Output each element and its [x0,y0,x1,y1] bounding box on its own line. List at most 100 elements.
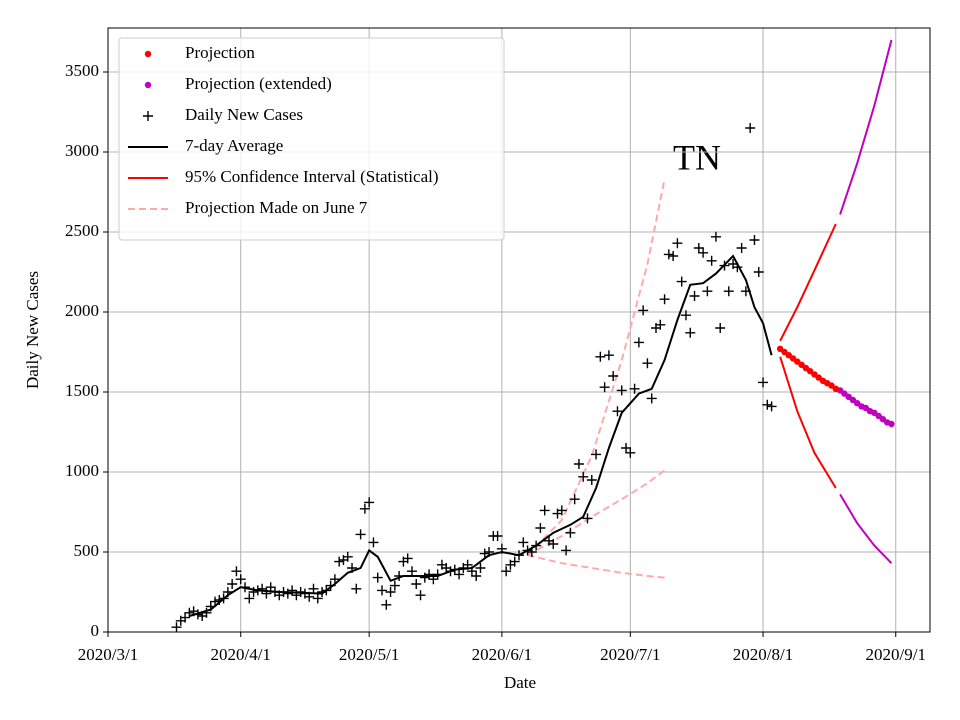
case-marker [509,556,520,567]
case-marker [372,572,383,583]
case-marker [663,249,674,260]
case-marker [496,543,507,554]
case-marker [347,563,358,573]
case-marker [445,566,456,577]
case-marker [415,590,426,601]
projection-point [832,385,840,392]
case-marker [612,406,623,417]
case-marker [526,547,537,557]
y-tick-label: 3500 [65,61,99,80]
case-marker [762,399,773,410]
case-marker [702,286,713,297]
legend-label: 7-day Average [185,136,283,155]
case-marker [539,505,550,516]
case-marker [693,243,704,253]
case-marker [621,443,632,453]
case-marker [428,574,439,585]
case-marker [569,494,580,505]
case-marker [565,527,576,538]
case-marker [586,475,597,485]
y-axis-label: Daily New Cases [23,271,42,389]
case-marker [364,497,375,508]
case-marker [582,513,593,524]
case-marker [475,563,486,573]
case-marker [321,585,332,596]
case-marker [642,358,653,369]
case-marker [676,276,687,287]
plot-frame [107,27,931,633]
case-marker [698,247,709,258]
series-line [526,179,666,556]
x-tick-label: 2020/3/1 [78,645,138,664]
case-marker [201,607,212,618]
series-line [527,469,666,557]
case-marker [454,569,465,580]
case-marker [317,587,328,597]
case-marker [659,294,670,305]
case-marker [758,377,769,388]
legend: Projection Projection (extended) Daily New… [118,37,505,241]
y-tick-label: 2000 [65,301,99,320]
case-marker [171,622,182,633]
case-marker [240,582,250,593]
x-tick-label: 2020/8/1 [733,645,793,664]
case-marker [646,393,657,404]
y-tick-label: 3000 [65,141,99,160]
case-marker [685,327,696,338]
case-marker [668,251,679,261]
case-marker [591,449,602,460]
series-line [189,254,773,617]
x-tick-label: 2020/4/1 [210,645,270,664]
case-marker [304,591,315,602]
case-marker [265,582,276,593]
case-marker [638,305,649,316]
case-marker [531,540,542,551]
case-marker [514,550,524,561]
case-marker [402,553,413,564]
case-marker [655,319,666,330]
case-marker [389,580,400,591]
case-marker [218,593,229,604]
case-marker [355,529,366,540]
case-marker [753,267,764,277]
case-marker [325,580,336,591]
case-marker [381,599,392,610]
case-marker [608,371,619,381]
case-marker [192,609,203,620]
case-marker [736,243,747,253]
legend-label: 95% Confidence Interval (Statistical) [185,167,439,186]
projection-point [888,420,895,428]
case-marker [599,382,610,393]
case-marker [462,559,473,570]
case-marker [749,235,760,245]
case-marker [351,583,362,594]
case-marker [368,537,379,548]
y-tick-label: 1000 [65,461,99,480]
case-marker [522,545,533,556]
case-marker [466,566,477,577]
case-marker [424,569,435,580]
case-marker [235,574,246,585]
legend-label: Daily New Cases [185,105,303,124]
case-marker [573,459,584,469]
case-marker [629,383,640,394]
case-marker [672,238,683,249]
x-tick-label: 2020/9/1 [866,645,926,664]
y-tick-label: 1500 [65,381,99,400]
case-marker [257,583,268,594]
x-tick-label: 2020/6/1 [472,645,532,664]
case-marker [595,351,606,362]
case-marker [484,547,495,557]
case-marker [287,585,298,596]
case-marker [556,505,567,516]
legend-symbol [144,50,152,58]
case-marker [342,551,353,562]
series-line [839,39,893,215]
case-marker [625,447,636,458]
case-marker [518,537,529,548]
case-marker [385,587,396,597]
case-marker [479,548,490,559]
case-marker [449,564,460,575]
legend-symbol [143,111,153,121]
case-marker [723,286,734,297]
